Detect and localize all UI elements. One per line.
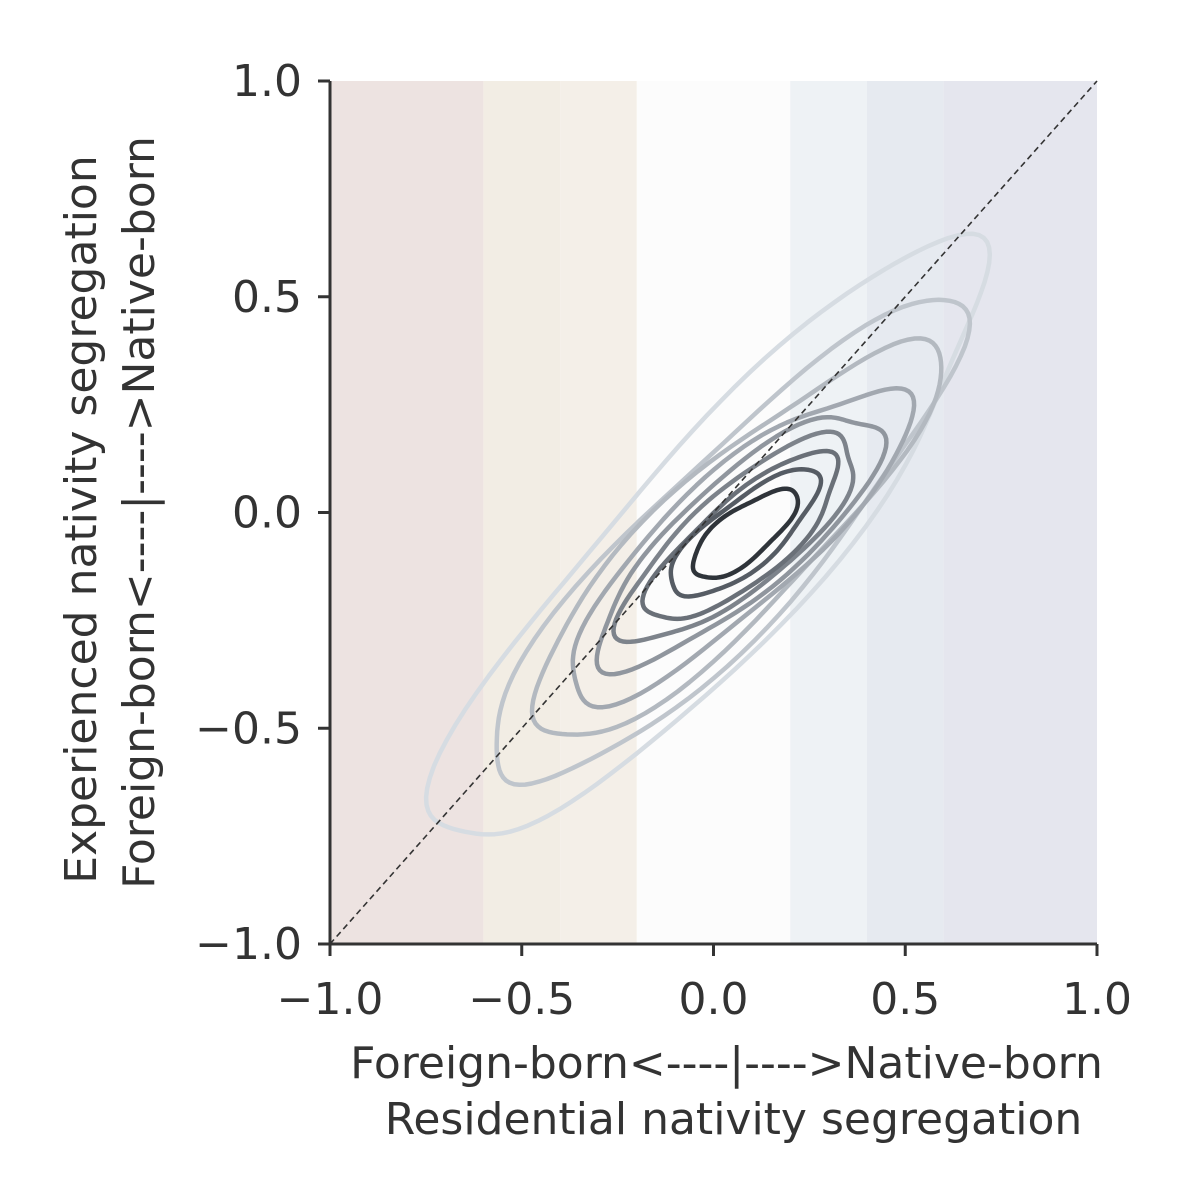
contour-level-6: [611, 429, 856, 645]
density-contours: [423, 231, 993, 837]
background-band-1: [483, 81, 561, 944]
x-ticks: −1.0 −0.5 0.0 0.5 1.0: [277, 944, 1132, 1025]
diagonal-reference-line: [329, 80, 1098, 945]
contour-level-8: [668, 467, 824, 599]
contour-level-7: [640, 448, 841, 622]
background-band-6: [943, 81, 1097, 944]
y-tick-label: 0.0: [232, 488, 302, 539]
y-tick-label: 1.0: [232, 56, 302, 107]
x-axis-title-line-1: Foreign-born<----|---->Native-born: [350, 1038, 1103, 1089]
contour-level-4: [570, 386, 917, 710]
x-axis-title: Foreign-born<----|---->Native-born Resid…: [350, 1038, 1117, 1145]
contour-level-1: [423, 231, 993, 837]
x-tick-label: 0.0: [679, 974, 749, 1025]
x-tick-label: −1.0: [277, 974, 384, 1025]
x-tick-label: 0.5: [870, 974, 940, 1025]
background-band-2: [560, 81, 637, 944]
y-tick-label: −1.0: [195, 919, 302, 970]
contour-level-5: [594, 414, 889, 677]
contour-level-9: [690, 486, 801, 580]
background-band-5: [866, 81, 944, 944]
y-axis-title-line-2: Foreign-born<----|---->Native-born: [114, 136, 165, 889]
background-band-0: [330, 81, 484, 944]
y-ticks: −1.0 −0.5 0.0 0.5 1.0: [195, 56, 330, 970]
x-axis-title-line-2: Residential nativity segregation: [385, 1094, 1083, 1145]
x-tick-label: −0.5: [468, 974, 575, 1025]
y-tick-label: −0.5: [195, 703, 302, 754]
y-axis-title-line-1: Experienced nativity segregation: [56, 155, 107, 883]
y-tick-label: 0.5: [232, 272, 302, 323]
x-tick-label: 1.0: [1062, 974, 1132, 1025]
y-axis-title: Experienced nativity segregation Foreign…: [56, 136, 165, 889]
